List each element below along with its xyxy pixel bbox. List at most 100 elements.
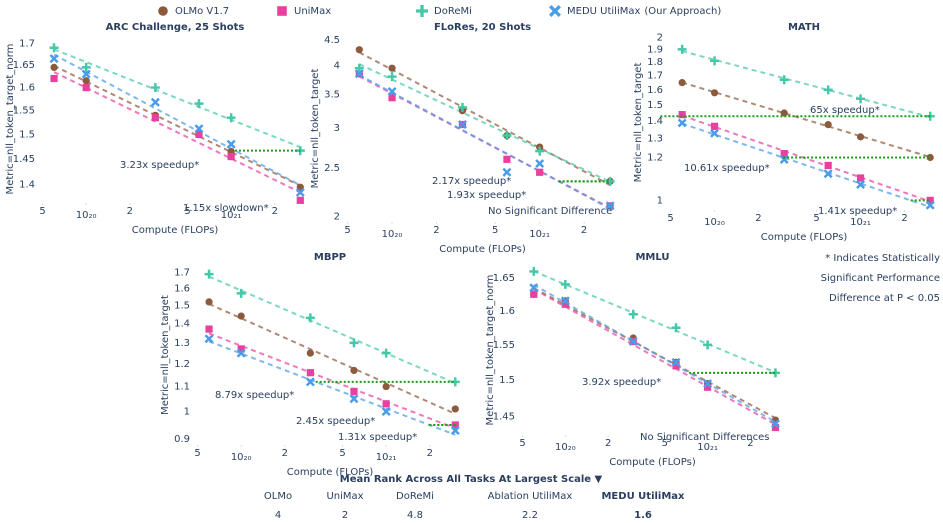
marker xyxy=(672,362,680,370)
x-tick-label: 5 xyxy=(519,438,525,449)
table-header: MEDU UtiliMax xyxy=(601,491,685,502)
marker xyxy=(628,336,638,346)
marker xyxy=(388,94,396,102)
y-tick-label: 1.65 xyxy=(493,273,515,284)
trend-line xyxy=(53,53,301,187)
marker xyxy=(824,121,832,129)
trend-line xyxy=(681,114,931,203)
marker xyxy=(926,153,934,162)
chart-title: FLoRes, 20 Shots xyxy=(434,22,531,33)
y-tick-label: 1.8 xyxy=(647,57,663,68)
table-value: 1.6 xyxy=(634,510,652,521)
y-axis-title: Metric=nll_token_target xyxy=(160,295,171,415)
y-tick-label: 1.55 xyxy=(13,106,35,117)
marker xyxy=(710,56,720,66)
table-value: 4 xyxy=(275,510,281,521)
annotation: 2.17x speedup* xyxy=(432,176,511,187)
table-title: Mean Rank Across All Tasks At Largest Sc… xyxy=(340,474,603,485)
marker xyxy=(50,63,58,72)
y-tick-label: 1.7 xyxy=(647,71,663,82)
marker xyxy=(226,113,236,123)
y-tick-label: 1.5 xyxy=(174,300,190,311)
marker xyxy=(49,43,59,53)
legend-note: (Our Approach) xyxy=(644,6,721,17)
marker xyxy=(457,102,467,112)
y-tick-label: 3 xyxy=(334,123,340,134)
marker xyxy=(277,6,287,16)
trend-line xyxy=(358,74,611,210)
y-tick-label: 1 xyxy=(657,195,663,206)
marker xyxy=(823,85,833,95)
x-tick-label: 10₂₁ xyxy=(850,217,871,228)
marker xyxy=(381,348,391,358)
annotation: 1.41x speedup* xyxy=(818,206,897,217)
marker xyxy=(382,382,390,391)
marker xyxy=(710,89,719,97)
table-header: Ablation UtiliMax xyxy=(488,491,573,502)
y-tick-label: 1.1 xyxy=(174,382,190,393)
marker xyxy=(451,405,459,413)
annotation: 1.93x speedup* xyxy=(447,190,526,201)
marker xyxy=(151,114,159,122)
y-axis-title: Metric=nll_token_target xyxy=(633,63,644,183)
y-tick-label: 2 xyxy=(334,211,340,222)
marker xyxy=(194,124,204,134)
marker xyxy=(549,5,561,17)
annotation: 2.45x speedup* xyxy=(296,416,375,427)
marker xyxy=(671,357,681,367)
marker xyxy=(770,368,780,378)
annotation: No Significant Differences xyxy=(640,432,770,443)
trend-line xyxy=(533,284,776,423)
marker xyxy=(710,128,720,138)
x-tick-label: 5 xyxy=(39,206,45,217)
x-tick-label: 5 xyxy=(184,206,190,217)
marker xyxy=(355,46,363,54)
marker xyxy=(227,152,235,161)
table-value: 2 xyxy=(342,510,348,521)
note: * Indicates Statistically xyxy=(825,253,940,264)
x-tick-label: 10₂₁ xyxy=(529,229,550,240)
x-axis-title: Compute (FLOPs) xyxy=(609,457,696,468)
marker xyxy=(560,279,570,289)
marker xyxy=(82,83,90,92)
table-header: OLMo xyxy=(264,491,292,502)
y-tick-label: 1.5 xyxy=(19,129,35,140)
y-tick-label: 1.6 xyxy=(174,283,190,294)
marker xyxy=(678,111,686,119)
marker xyxy=(416,5,428,17)
marker xyxy=(503,155,511,163)
trend-line xyxy=(358,75,611,209)
marker xyxy=(677,44,687,54)
y-tick-label: 1.9 xyxy=(647,44,663,55)
y-tick-label: 1.2 xyxy=(174,359,190,370)
trend-line xyxy=(208,340,456,436)
marker xyxy=(560,296,570,306)
y-tick-label: 1.3 xyxy=(174,338,190,349)
y-tick-label: 1.55 xyxy=(493,340,515,351)
marker xyxy=(236,288,246,298)
chart-title: MATH xyxy=(788,22,820,33)
y-tick-label: 1.7 xyxy=(174,268,190,279)
marker xyxy=(382,400,390,408)
marker xyxy=(349,394,359,404)
marker xyxy=(388,64,396,72)
note: Difference at P < 0.05 xyxy=(829,293,940,304)
marker xyxy=(354,69,364,79)
y-tick-label: 1.6 xyxy=(499,306,515,317)
y-tick-label: 1.2 xyxy=(647,153,663,164)
marker xyxy=(925,111,935,121)
x-tick-label: 2 xyxy=(282,448,288,459)
y-axis-title: Metric=nll_token_target_norm xyxy=(485,275,496,426)
marker xyxy=(529,283,539,293)
marker xyxy=(824,161,832,170)
x-tick-label: 10₂₁ xyxy=(376,452,397,463)
x-tick-label: 2 xyxy=(581,225,587,236)
table-value: 4.8 xyxy=(407,510,423,521)
trend-line xyxy=(681,50,931,119)
x-tick-label: 2 xyxy=(127,206,133,217)
marker xyxy=(226,139,236,149)
annotation: 1.31x speedup* xyxy=(338,432,417,443)
marker xyxy=(823,169,833,179)
x-tick-label: 5 xyxy=(492,225,498,236)
